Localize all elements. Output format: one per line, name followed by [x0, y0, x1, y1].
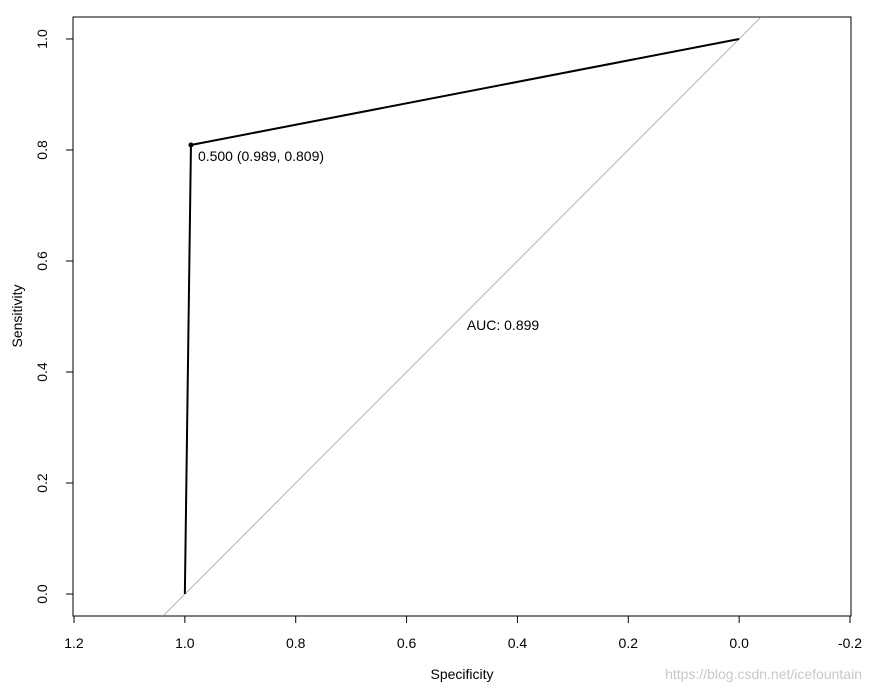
watermark: https://blog.csdn.net/icefountain — [665, 666, 862, 682]
x-tick-label: 1.2 — [64, 635, 84, 651]
plot-frame — [72, 16, 852, 617]
y-tick-label: 0.6 — [34, 251, 50, 271]
x-tick-label: 0.0 — [729, 635, 749, 651]
y-axis-label: Sensitivity — [9, 284, 25, 347]
y-tick-label: 0.2 — [34, 473, 50, 493]
y-tick-label: 0.8 — [34, 140, 50, 160]
reference-diagonal — [162, 16, 762, 617]
x-tick-label: 0.6 — [397, 635, 417, 651]
x-tick-label: 1.0 — [175, 635, 195, 651]
y-tick-label: 0.0 — [34, 584, 50, 604]
threshold-label: 0.500 (0.989, 0.809) — [198, 148, 324, 164]
x-axis-label: Specificity — [430, 666, 493, 682]
x-tick-label: 0.2 — [619, 635, 639, 651]
threshold-point — [188, 142, 194, 148]
x-tick-label: 0.8 — [286, 635, 306, 651]
x-tick-label: 0.4 — [508, 635, 528, 651]
auc-label: AUC: 0.899 — [467, 317, 540, 333]
x-tick-label: -0.2 — [838, 635, 862, 651]
y-tick-label: 0.4 — [34, 362, 50, 382]
y-tick-label: 1.0 — [34, 29, 50, 49]
